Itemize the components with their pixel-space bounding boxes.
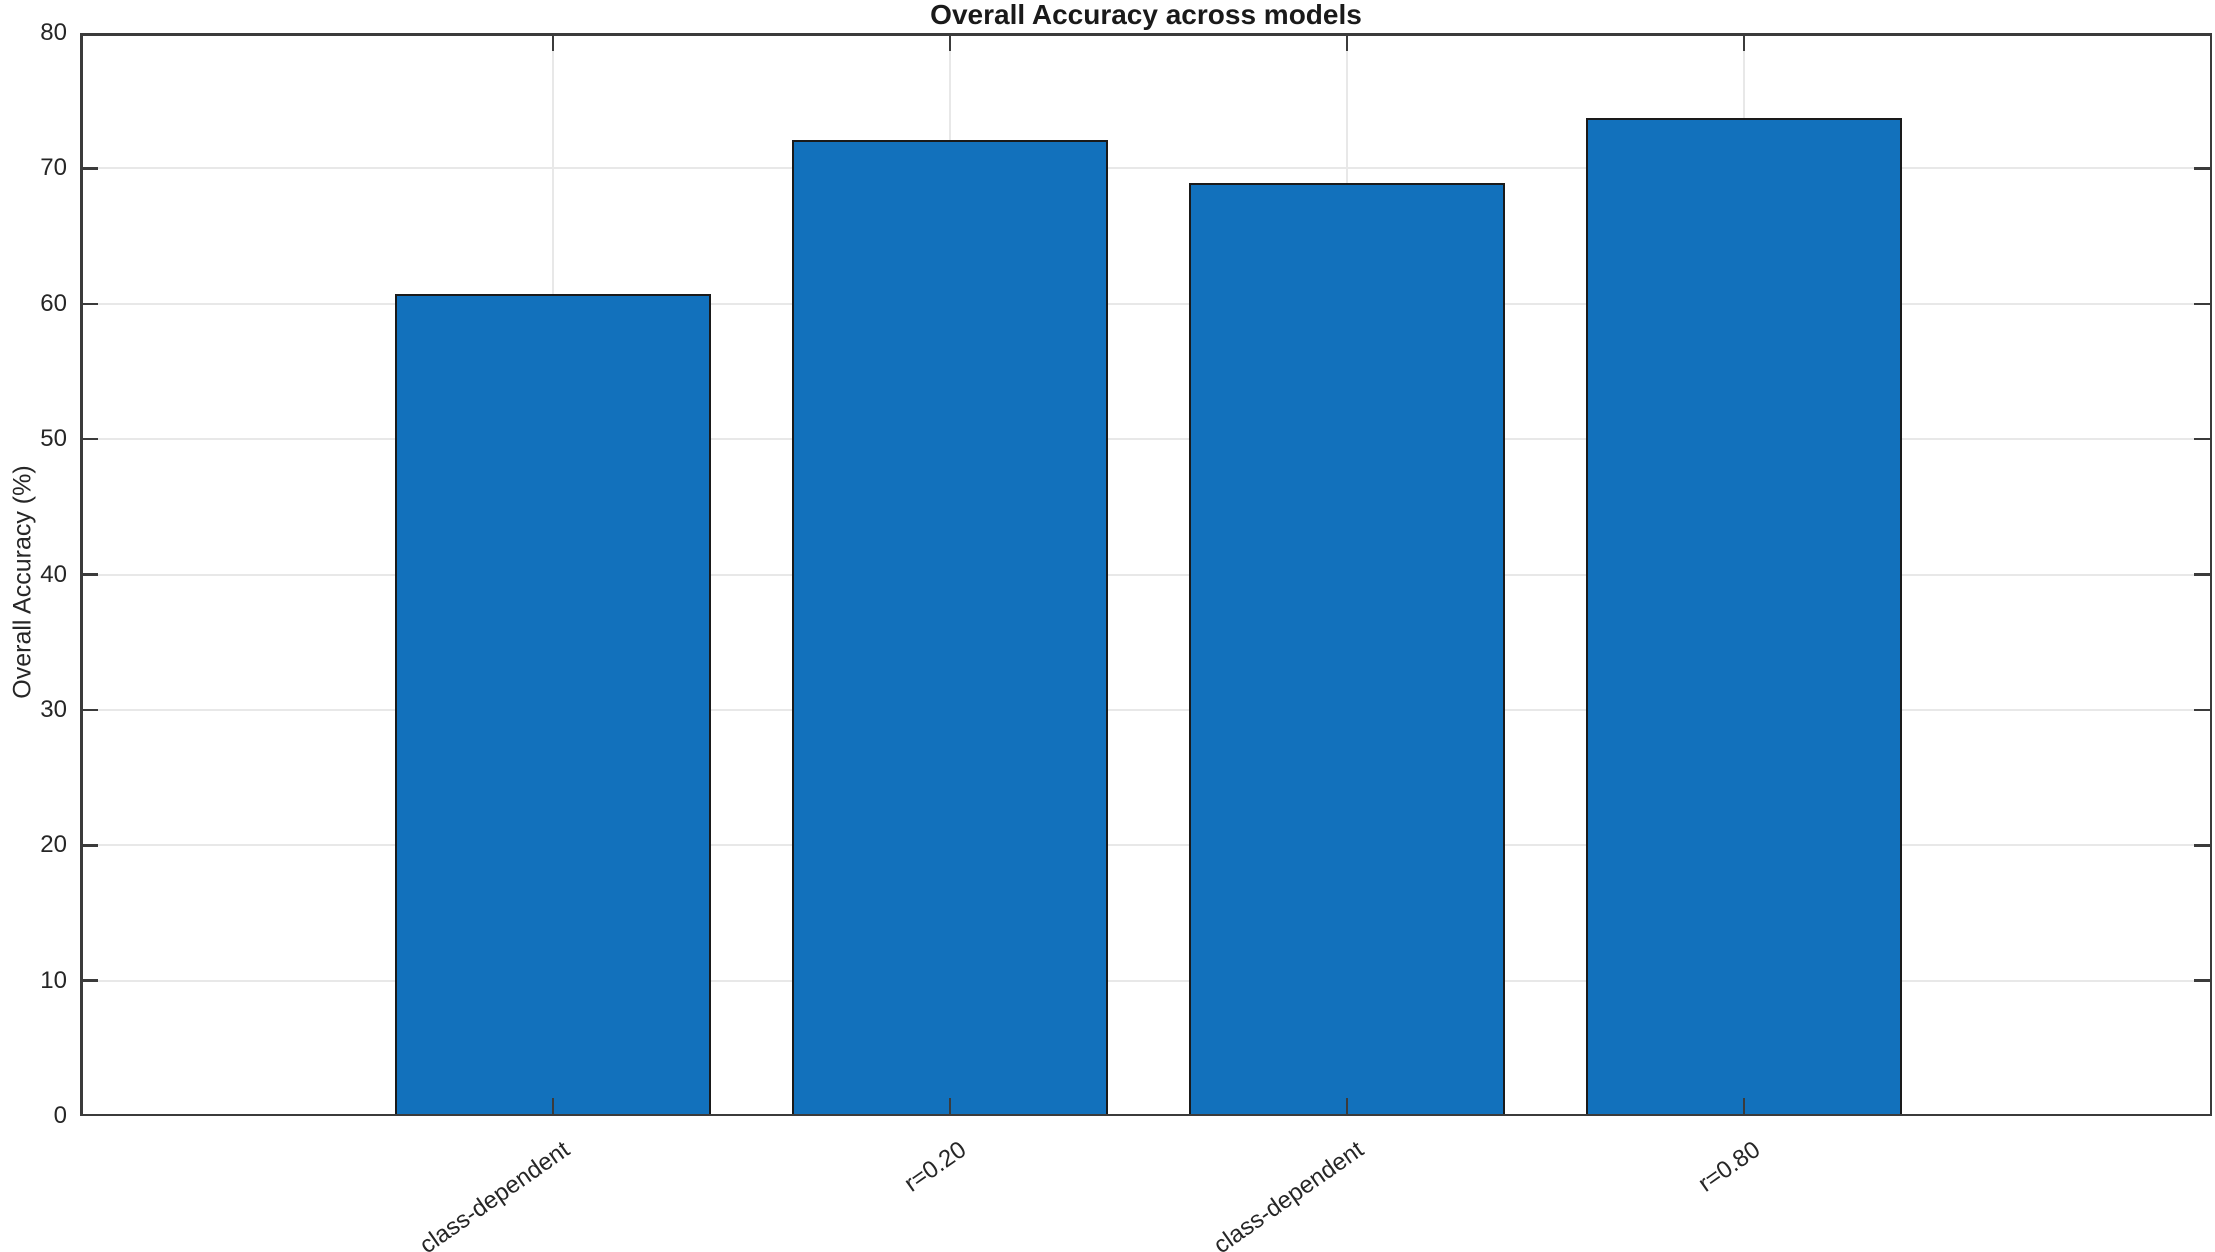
chart-title: Overall Accuracy across models — [930, 0, 1362, 30]
x-tick-mirror — [1345, 33, 1349, 51]
y-tick-mirror — [2194, 167, 2212, 170]
y-tick-label: 30 — [40, 695, 67, 723]
y-gridline — [80, 302, 2212, 305]
right-box-line — [2209, 33, 2212, 1116]
y-tick-label: 0 — [53, 1102, 67, 1129]
y-tick-label: 20 — [40, 831, 67, 859]
y-tick — [80, 979, 98, 982]
y-gridline — [80, 979, 2212, 982]
x-axis-line — [80, 1113, 2212, 1116]
x-tick-label: r=0.80 — [1693, 1136, 1766, 1198]
y-gridline — [80, 167, 2212, 170]
x-tick-mirror — [1742, 33, 1746, 51]
x-tick — [1742, 1098, 1746, 1116]
y-tick-mirror — [2194, 708, 2212, 712]
y-gridline — [80, 438, 2212, 441]
y-tick — [80, 708, 98, 712]
bar-class-dependent — [395, 294, 711, 1116]
bar-r=0.20 — [792, 139, 1108, 1116]
y-tick-label: 10 — [40, 966, 67, 994]
y-tick — [80, 302, 98, 305]
y-tick — [80, 573, 98, 576]
y-tick-mirror — [2194, 437, 2212, 441]
y-gridline — [80, 844, 2212, 847]
y-tick-label: 80 — [40, 19, 67, 46]
x-tick-mirror — [551, 33, 555, 51]
x-tick — [1345, 1098, 1349, 1116]
y-axis-line — [80, 33, 83, 1116]
x-tick-mirror — [948, 33, 952, 51]
y-tick-mirror — [2194, 844, 2212, 847]
x-tick — [551, 1098, 555, 1116]
x-tick — [948, 1098, 952, 1116]
bar-class-dependent — [1189, 183, 1505, 1116]
y-tick-label: 40 — [40, 560, 67, 588]
y-tick-label: 60 — [40, 289, 67, 317]
x-tick-label: class-dependent — [414, 1136, 575, 1252]
x-tick-label: r=0.20 — [899, 1136, 972, 1198]
y-tick-mirror — [2194, 979, 2212, 982]
y-tick-mirror — [2194, 302, 2212, 305]
top-box-line — [80, 33, 2212, 36]
y-tick — [80, 167, 98, 170]
y-tick — [80, 437, 98, 441]
y-gridline — [80, 708, 2212, 711]
y-tick-mirror — [2194, 573, 2212, 576]
bar-r=0.80 — [1586, 118, 1902, 1116]
y-tick-label: 50 — [40, 425, 67, 453]
plot-area — [80, 33, 2212, 1116]
y-tick-label: 70 — [40, 154, 67, 182]
y-tick — [80, 844, 98, 847]
x-tick-label: class-dependent — [1208, 1136, 1369, 1252]
y-gridline — [80, 573, 2212, 576]
